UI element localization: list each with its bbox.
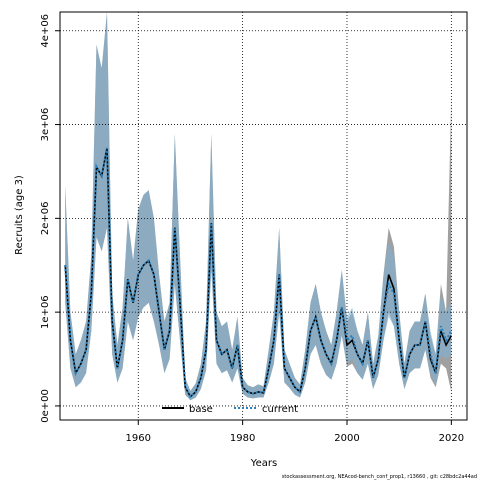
y-tick-label: 0e+00	[40, 389, 51, 423]
y-axis-label: Recruits (age 3)	[14, 175, 25, 255]
legend: base current	[162, 404, 298, 415]
confidence-bands	[65, 12, 452, 401]
y-axis-ticks: 0e+00 1e+06 2e+06 3e+06 4e+06	[40, 14, 60, 423]
y-tick-label: 4e+06	[40, 14, 51, 48]
series-lines	[64, 147, 453, 399]
x-tick-label: 2020	[439, 433, 464, 444]
line-base	[64, 147, 453, 398]
band-current	[65, 12, 452, 401]
plot-frame	[59, 11, 468, 421]
footer-credit: stockassessment.org, NEAcod-bench_conf_p…	[282, 474, 477, 480]
x-axis-label: Years	[250, 458, 277, 469]
gridlines	[60, 12, 467, 420]
x-axis-ticks: 1960 1980 2000 2020	[126, 420, 464, 444]
x-tick-label: 1980	[230, 433, 255, 444]
y-tick-label: 3e+06	[40, 108, 51, 142]
y-tick-label: 2e+06	[40, 202, 51, 236]
y-tick-label: 1e+06	[40, 295, 51, 329]
x-tick-label: 1960	[126, 433, 151, 444]
legend-current-label: current	[262, 404, 298, 415]
x-tick-label: 2000	[334, 433, 359, 444]
legend-base-label: base	[189, 404, 213, 415]
